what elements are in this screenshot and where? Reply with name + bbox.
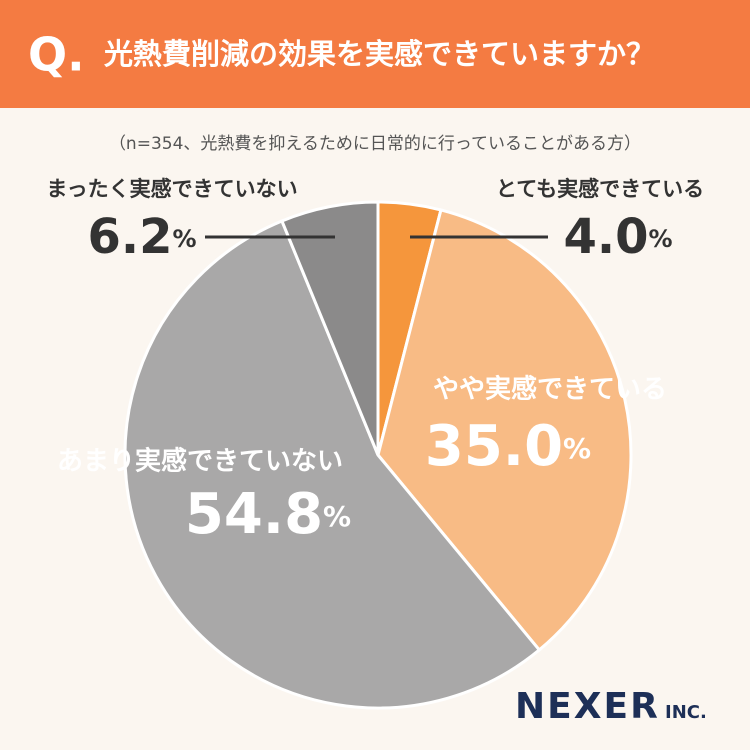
pie-slice — [279, 200, 380, 456]
value-label: 4.0% — [563, 209, 672, 265]
category-label: やや実感できている — [433, 374, 667, 405]
pie — [123, 200, 633, 710]
chart-title: 光熱費削減の効果を実感できていますか？ — [104, 37, 655, 71]
question-prefix: Q. — [28, 28, 85, 82]
labels: とても実感できている 4.0% やや実感できている 35.0% あまり実感できていない 5… — [46, 177, 704, 547]
value-label: 6.2% — [87, 209, 196, 265]
pie-slice — [123, 218, 542, 710]
brand: NEXER — [515, 686, 660, 727]
brand-suffix: INC. — [665, 702, 707, 723]
category-label: あまり実感できていない — [57, 446, 343, 477]
subtitle: （n=354、光熱費を抑えるために日常的に行っていることがある方） — [109, 134, 641, 154]
header-band — [0, 0, 750, 108]
pie-slice — [376, 208, 633, 653]
value-label: 54.8% — [185, 482, 351, 547]
category-label: まったく実感できていない — [46, 177, 297, 201]
category-label: とても実感できている — [496, 177, 704, 201]
value-label: 35.0% — [425, 414, 591, 479]
